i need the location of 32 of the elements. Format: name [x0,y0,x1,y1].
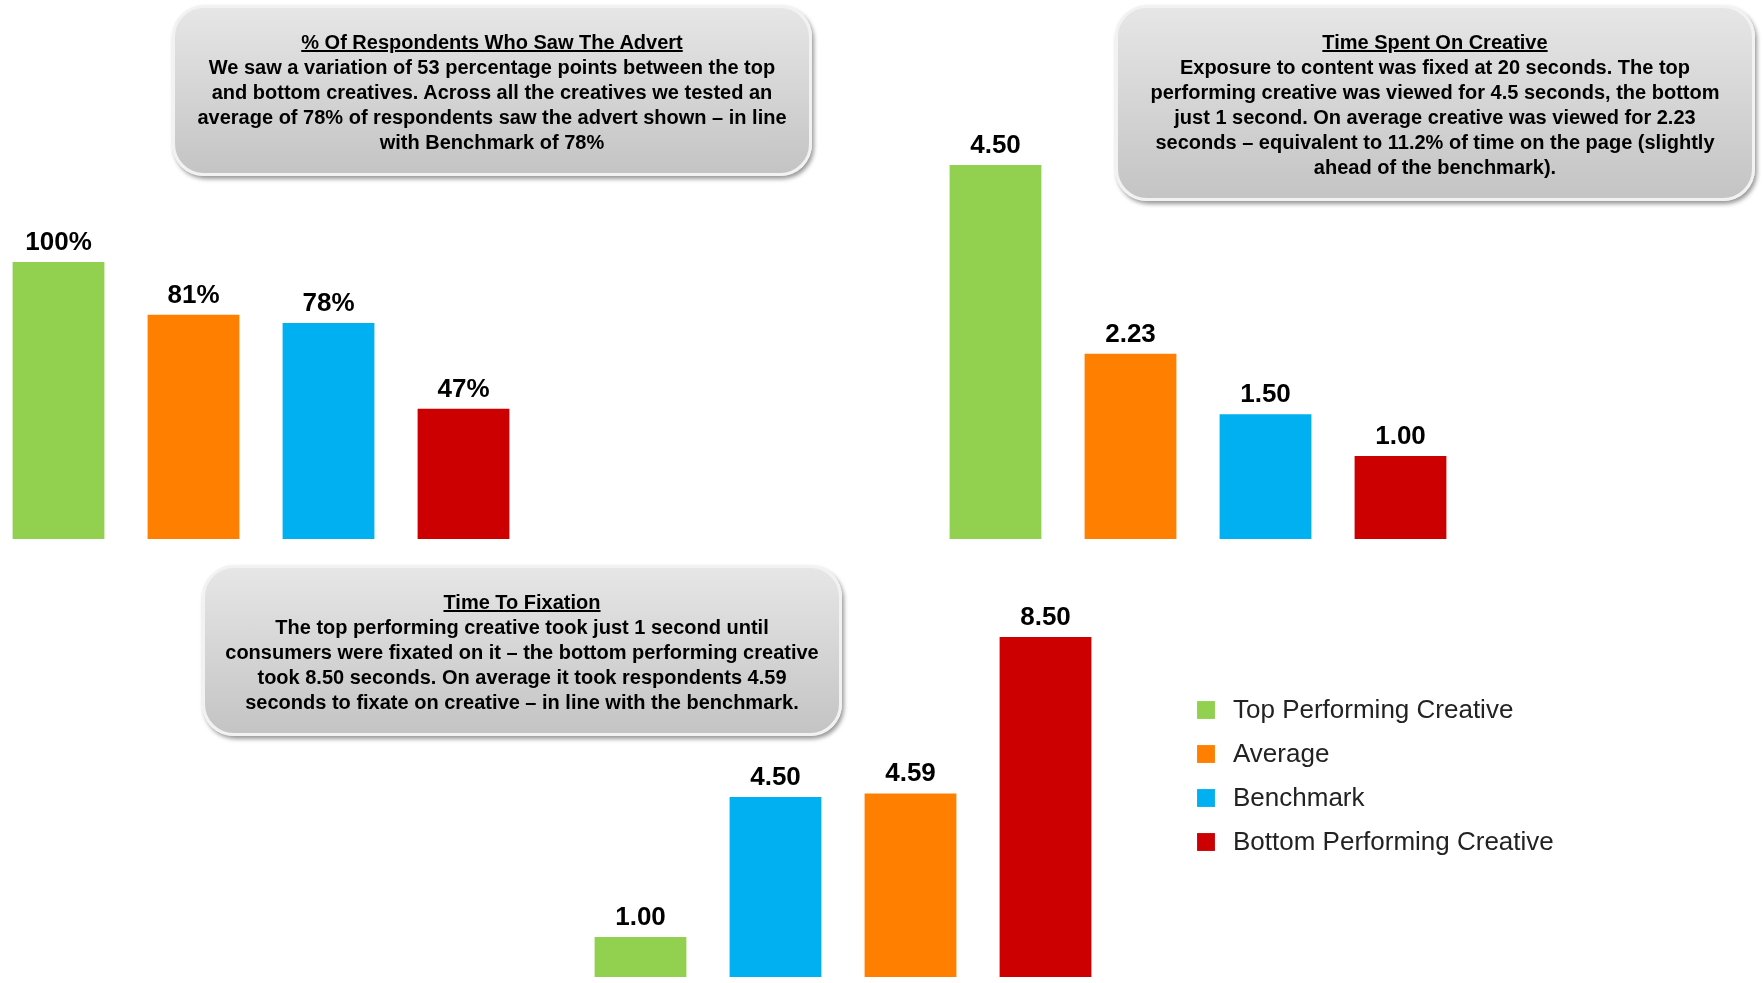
chart-title: Time To Fixation [442,590,602,615]
data-label: 8.50 [1020,601,1071,631]
chart-title: % Of Respondents Who Saw The Advert [300,30,684,55]
bar [147,314,240,539]
callout-box: % Of Respondents Who Saw The Advert We saw a variation of 53 percentage points between the top and bottom creatives. Across all the creatives we tested an average of 78% of respondents saw the advert shown – in line with Benchmark of 78% [172,5,812,176]
legend-label: Benchmark [1233,782,1366,812]
data-label: 78% [302,286,355,317]
bar [1354,455,1447,539]
annotation: Exposure to content was fixed at 20 seconds. The top performing creative was viewed for 4.5 seconds, the bottom just 1 second. On average creative was viewed for 2.23 seconds – equivalent to 11.2% of time on the page (slightly ahead of the benchmark). [1149,55,1721,180]
legend-label: Average [1233,738,1330,768]
bar [1084,353,1177,539]
data-label: 4.50 [750,761,801,791]
callout-box: Time Spent On Creative Exposure to content was fixed at 20 seconds. The top performing creative was viewed for 4.5 seconds, the bottom just 1 second. On average creative was viewed for 2.23 seconds – equivalent to 11.2% of time on the page (slightly ahead of the benchmark). [1115,5,1755,201]
data-label: 81% [167,278,220,309]
data-label: 47% [437,372,490,403]
legend-label: Top Performing Creative [1233,694,1514,724]
data-label: 4.50 [970,129,1021,159]
bar [417,408,510,539]
bar [12,262,105,539]
data-label: 4.59 [885,757,936,788]
data-label: 1.00 [1375,419,1426,450]
bar [949,165,1042,539]
data-label: 1.50 [1240,378,1291,409]
legend-label: Bottom Performing Creative [1233,826,1554,856]
bar [1219,414,1312,539]
chart-title: Time Spent On Creative [1321,30,1549,55]
data-label: 1.00 [615,901,666,931]
data-label: 2.23 [1105,317,1156,348]
callout-box: Time To Fixation The top performing creative took just 1 second until consumers were fixated on it – the bottom performing creative took 8.50 seconds. On average it took respondents 4.59 seconds to fixate on creative – in line with the benchmark. [202,565,842,736]
data-label: 100% [25,226,92,256]
bar [282,322,375,539]
annotation: The top performing creative took just 1 second until consumers were fixated on it – the bottom performing creative took 8.50 seconds. On average it took respondents 4.59 seconds to fixate on creative – in line with the benchmark. [225,615,819,715]
